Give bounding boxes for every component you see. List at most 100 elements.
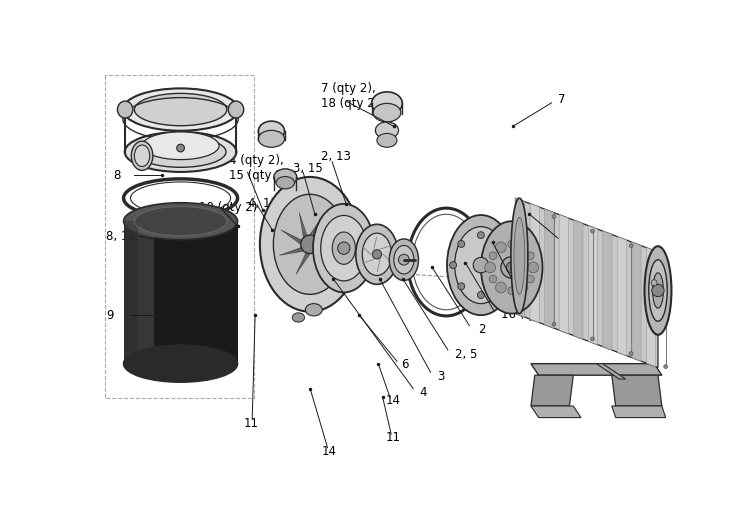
Circle shape: [489, 252, 497, 260]
Ellipse shape: [123, 88, 238, 131]
Ellipse shape: [274, 194, 347, 295]
Ellipse shape: [481, 221, 542, 314]
Ellipse shape: [375, 122, 399, 139]
Text: 9: 9: [106, 309, 114, 322]
Circle shape: [177, 144, 184, 152]
Text: 1 (qty 4),
17 (qty 4): 1 (qty 4), 17 (qty 4): [519, 261, 577, 289]
Polygon shape: [310, 244, 339, 259]
Ellipse shape: [132, 141, 153, 171]
Polygon shape: [516, 198, 658, 367]
Polygon shape: [123, 221, 138, 364]
Ellipse shape: [320, 215, 367, 281]
Ellipse shape: [135, 93, 227, 126]
Ellipse shape: [259, 121, 284, 141]
Ellipse shape: [514, 218, 525, 295]
Circle shape: [508, 240, 516, 248]
Text: 7 (qty 2),
18 (qty 2): 7 (qty 2), 18 (qty 2): [320, 82, 379, 110]
Polygon shape: [299, 213, 310, 244]
Text: 4, 15: 4, 15: [247, 197, 277, 210]
Text: 3: 3: [438, 370, 445, 383]
Ellipse shape: [511, 198, 528, 314]
Ellipse shape: [274, 169, 297, 186]
Circle shape: [458, 240, 465, 248]
Polygon shape: [559, 214, 569, 334]
Text: 2 (qty 8),
16 (qty 8): 2 (qty 8), 16 (qty 8): [501, 293, 559, 322]
Circle shape: [552, 214, 556, 219]
Circle shape: [497, 283, 504, 290]
Circle shape: [505, 262, 512, 269]
Circle shape: [590, 337, 594, 341]
Ellipse shape: [377, 134, 397, 147]
Polygon shape: [296, 244, 310, 275]
Ellipse shape: [117, 101, 133, 118]
Polygon shape: [531, 375, 573, 406]
Circle shape: [664, 257, 668, 261]
Circle shape: [526, 275, 534, 283]
Ellipse shape: [135, 137, 226, 167]
Polygon shape: [603, 231, 612, 350]
Text: 2: 2: [478, 323, 486, 336]
Circle shape: [517, 242, 528, 252]
Polygon shape: [617, 237, 626, 356]
Text: 11: 11: [244, 417, 259, 430]
Ellipse shape: [313, 204, 374, 293]
Text: 14: 14: [385, 394, 400, 407]
Circle shape: [629, 352, 633, 355]
Text: 8, 12: 8, 12: [106, 230, 136, 243]
Ellipse shape: [259, 130, 284, 147]
Polygon shape: [138, 221, 153, 364]
Text: 2, 5: 2, 5: [455, 347, 478, 361]
Circle shape: [506, 262, 517, 273]
Circle shape: [301, 235, 319, 253]
Polygon shape: [612, 406, 666, 418]
Circle shape: [485, 262, 496, 273]
Text: 1: 1: [565, 232, 572, 244]
Ellipse shape: [293, 313, 305, 322]
Text: 4: 4: [419, 386, 426, 399]
Polygon shape: [612, 375, 662, 406]
Ellipse shape: [260, 177, 360, 312]
Ellipse shape: [229, 101, 244, 118]
Text: 14: 14: [322, 445, 337, 458]
Ellipse shape: [356, 224, 398, 285]
Polygon shape: [280, 244, 310, 256]
Circle shape: [473, 258, 489, 273]
Ellipse shape: [142, 132, 219, 159]
Circle shape: [664, 365, 668, 369]
Circle shape: [517, 282, 528, 293]
Polygon shape: [280, 230, 310, 244]
Circle shape: [652, 285, 664, 297]
Ellipse shape: [653, 273, 663, 308]
Ellipse shape: [123, 345, 238, 382]
Ellipse shape: [135, 206, 227, 236]
Circle shape: [497, 240, 504, 248]
Polygon shape: [544, 209, 554, 328]
Ellipse shape: [371, 92, 402, 115]
Polygon shape: [574, 220, 583, 339]
Ellipse shape: [125, 132, 236, 172]
Text: 10 (qty 2): 10 (qty 2): [199, 201, 257, 214]
Polygon shape: [531, 406, 581, 418]
Circle shape: [478, 232, 484, 239]
Circle shape: [590, 229, 594, 233]
Ellipse shape: [447, 215, 515, 315]
Polygon shape: [123, 221, 238, 364]
Polygon shape: [516, 198, 525, 317]
Polygon shape: [310, 244, 320, 276]
Text: 3, 15: 3, 15: [293, 162, 323, 175]
Circle shape: [399, 254, 409, 265]
Ellipse shape: [123, 203, 238, 240]
Polygon shape: [531, 364, 662, 375]
Circle shape: [629, 244, 633, 248]
Circle shape: [508, 287, 516, 295]
Ellipse shape: [305, 304, 323, 316]
Ellipse shape: [390, 239, 419, 280]
Ellipse shape: [373, 103, 401, 122]
Ellipse shape: [649, 260, 667, 322]
Circle shape: [501, 257, 523, 278]
Text: 8: 8: [114, 168, 120, 182]
Text: 11: 11: [385, 431, 400, 444]
Circle shape: [458, 283, 465, 290]
Circle shape: [372, 250, 381, 259]
Polygon shape: [310, 214, 324, 244]
